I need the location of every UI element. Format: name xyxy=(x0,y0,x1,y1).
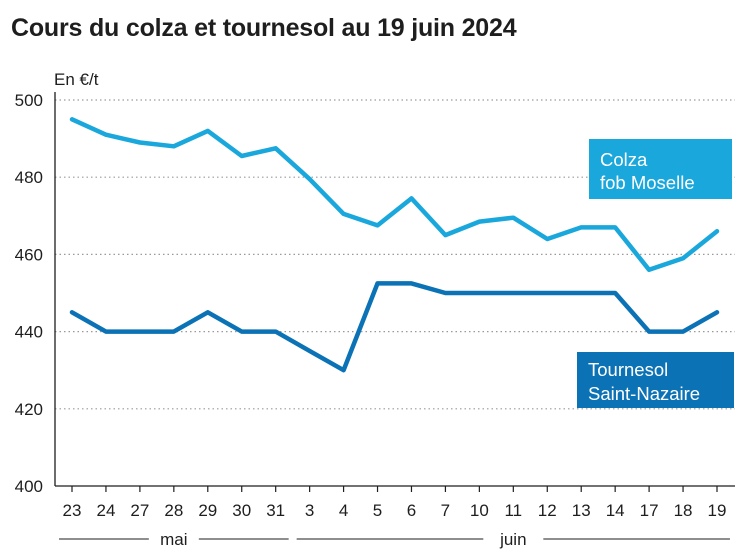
x-tick-label: 18 xyxy=(674,501,693,520)
x-tick-label: 27 xyxy=(130,501,149,520)
x-tick-label: 6 xyxy=(407,501,416,520)
month-label: mai xyxy=(160,530,187,549)
x-tick-label: 23 xyxy=(63,501,82,520)
y-axis-unit-label: En €/t xyxy=(54,70,99,89)
x-tick-label: 5 xyxy=(373,501,382,520)
series-label-line: Saint-Nazaire xyxy=(588,383,700,404)
x-tick-label: 14 xyxy=(606,501,625,520)
x-tick-label: 12 xyxy=(538,501,557,520)
x-tick-label: 4 xyxy=(339,501,348,520)
y-tick-label: 480 xyxy=(15,168,43,187)
x-tick-label: 31 xyxy=(266,501,285,520)
y-axis-ticks: 400 420 440 460 480 500 xyxy=(15,91,43,496)
x-tick-label: 24 xyxy=(96,501,115,520)
x-tick-label: 19 xyxy=(708,501,727,520)
series-label-line: Colza xyxy=(600,149,648,170)
month-label: juin xyxy=(499,530,526,549)
x-tick-label: 11 xyxy=(504,501,522,520)
chart-title: Cours du colza et tournesol au 19 juin 2… xyxy=(11,14,517,42)
month-labels: mai juin xyxy=(59,530,730,549)
series-label-box-colza xyxy=(589,139,732,199)
x-axis: 23 24 27 28 29 30 31 3 4 5 6 7 10 11 12 13 14 17 18 19 xyxy=(63,486,727,520)
y-tick-label: 400 xyxy=(15,477,43,496)
x-tick-label: 10 xyxy=(470,501,489,520)
y-tick-label: 500 xyxy=(15,91,43,110)
x-tick-label: 30 xyxy=(232,501,251,520)
x-tick-label: 13 xyxy=(572,501,591,520)
y-tick-label: 440 xyxy=(15,323,43,342)
y-tick-label: 460 xyxy=(15,245,43,264)
series-label-line: Tournesol xyxy=(588,359,668,380)
series-label-line: fob Moselle xyxy=(600,172,695,193)
y-tick-label: 420 xyxy=(15,400,43,419)
series-lines xyxy=(69,117,720,373)
x-tick-label: 29 xyxy=(198,501,217,520)
series-label-box-tournesol xyxy=(577,352,734,408)
series-line-colza xyxy=(69,117,720,273)
series-line-tournesol xyxy=(69,281,720,373)
x-tick-label: 17 xyxy=(640,501,659,520)
x-tick-label: 7 xyxy=(441,501,450,520)
x-tick-label: 3 xyxy=(305,501,314,520)
x-tick-label: 28 xyxy=(164,501,183,520)
